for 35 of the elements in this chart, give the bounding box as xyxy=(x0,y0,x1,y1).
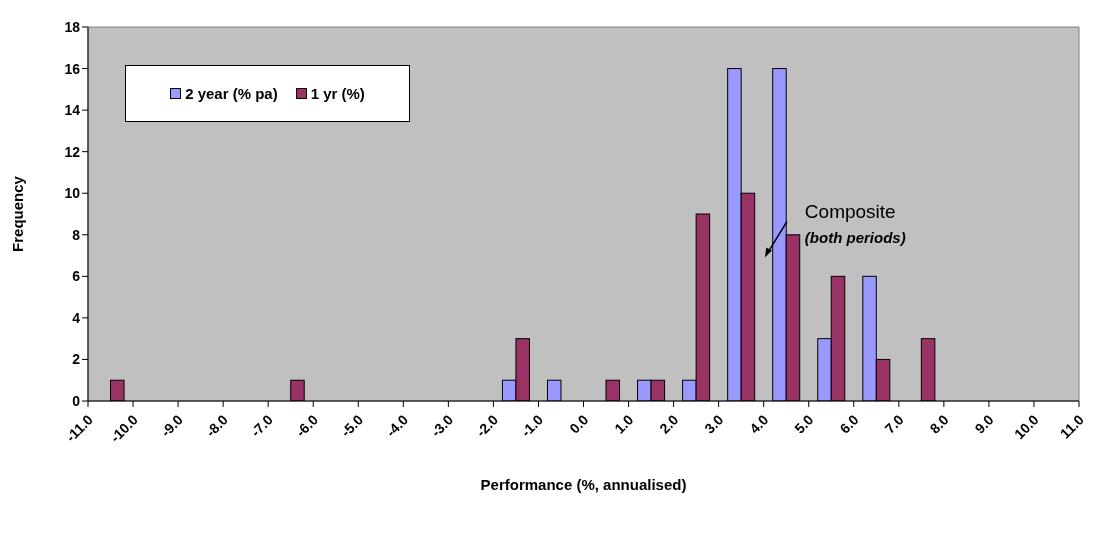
y-tick-label: 0 xyxy=(72,392,81,409)
legend-label: 1 yr (%) xyxy=(310,85,365,102)
x-tick-label: -6.0 xyxy=(292,411,322,440)
x-tick-label: 8.0 xyxy=(926,411,952,437)
x-tick-label: 2.0 xyxy=(656,411,682,437)
annotation: Composite xyxy=(804,200,896,222)
legend-label: 2 year (% pa) xyxy=(185,85,278,102)
x-tick-label: -7.0 xyxy=(247,411,277,440)
y-tick-label: 8 xyxy=(72,226,81,243)
y-tick-label: 16 xyxy=(64,60,81,77)
x-axis-title: Performance (%, annualised) xyxy=(480,476,687,493)
annotation: (both periods) xyxy=(804,228,906,246)
x-tick-label: -8.0 xyxy=(202,411,232,440)
x-tick-label: 3.0 xyxy=(701,411,727,437)
y-tick-label: 4 xyxy=(72,309,81,326)
x-tick-label: 4.0 xyxy=(746,411,772,437)
x-tick-label: -4.0 xyxy=(382,411,412,440)
y-tick-label: 18 xyxy=(64,18,81,35)
y-tick-label: 12 xyxy=(64,143,81,160)
y-tick-label: 6 xyxy=(72,268,81,285)
x-tick-label: 1.0 xyxy=(611,411,637,437)
x-tick-label: -5.0 xyxy=(337,411,367,440)
x-tick-label: 0.0 xyxy=(566,411,592,437)
x-tick-label: 5.0 xyxy=(791,411,817,437)
y-tick-label: 10 xyxy=(64,185,81,202)
x-tick-label: 7.0 xyxy=(881,411,907,437)
y-tick-label: 2 xyxy=(72,351,81,368)
x-tick-label: 6.0 xyxy=(836,411,862,437)
y-tick-label: 14 xyxy=(64,102,81,119)
x-tick-label: -1.0 xyxy=(517,411,547,440)
x-tick-label: 9.0 xyxy=(971,411,997,437)
x-tick-label: -9.0 xyxy=(157,411,187,440)
y-axis-title: Frequency xyxy=(9,175,27,252)
x-tick-label: -3.0 xyxy=(427,411,457,440)
x-tick-label: -2.0 xyxy=(472,411,502,440)
